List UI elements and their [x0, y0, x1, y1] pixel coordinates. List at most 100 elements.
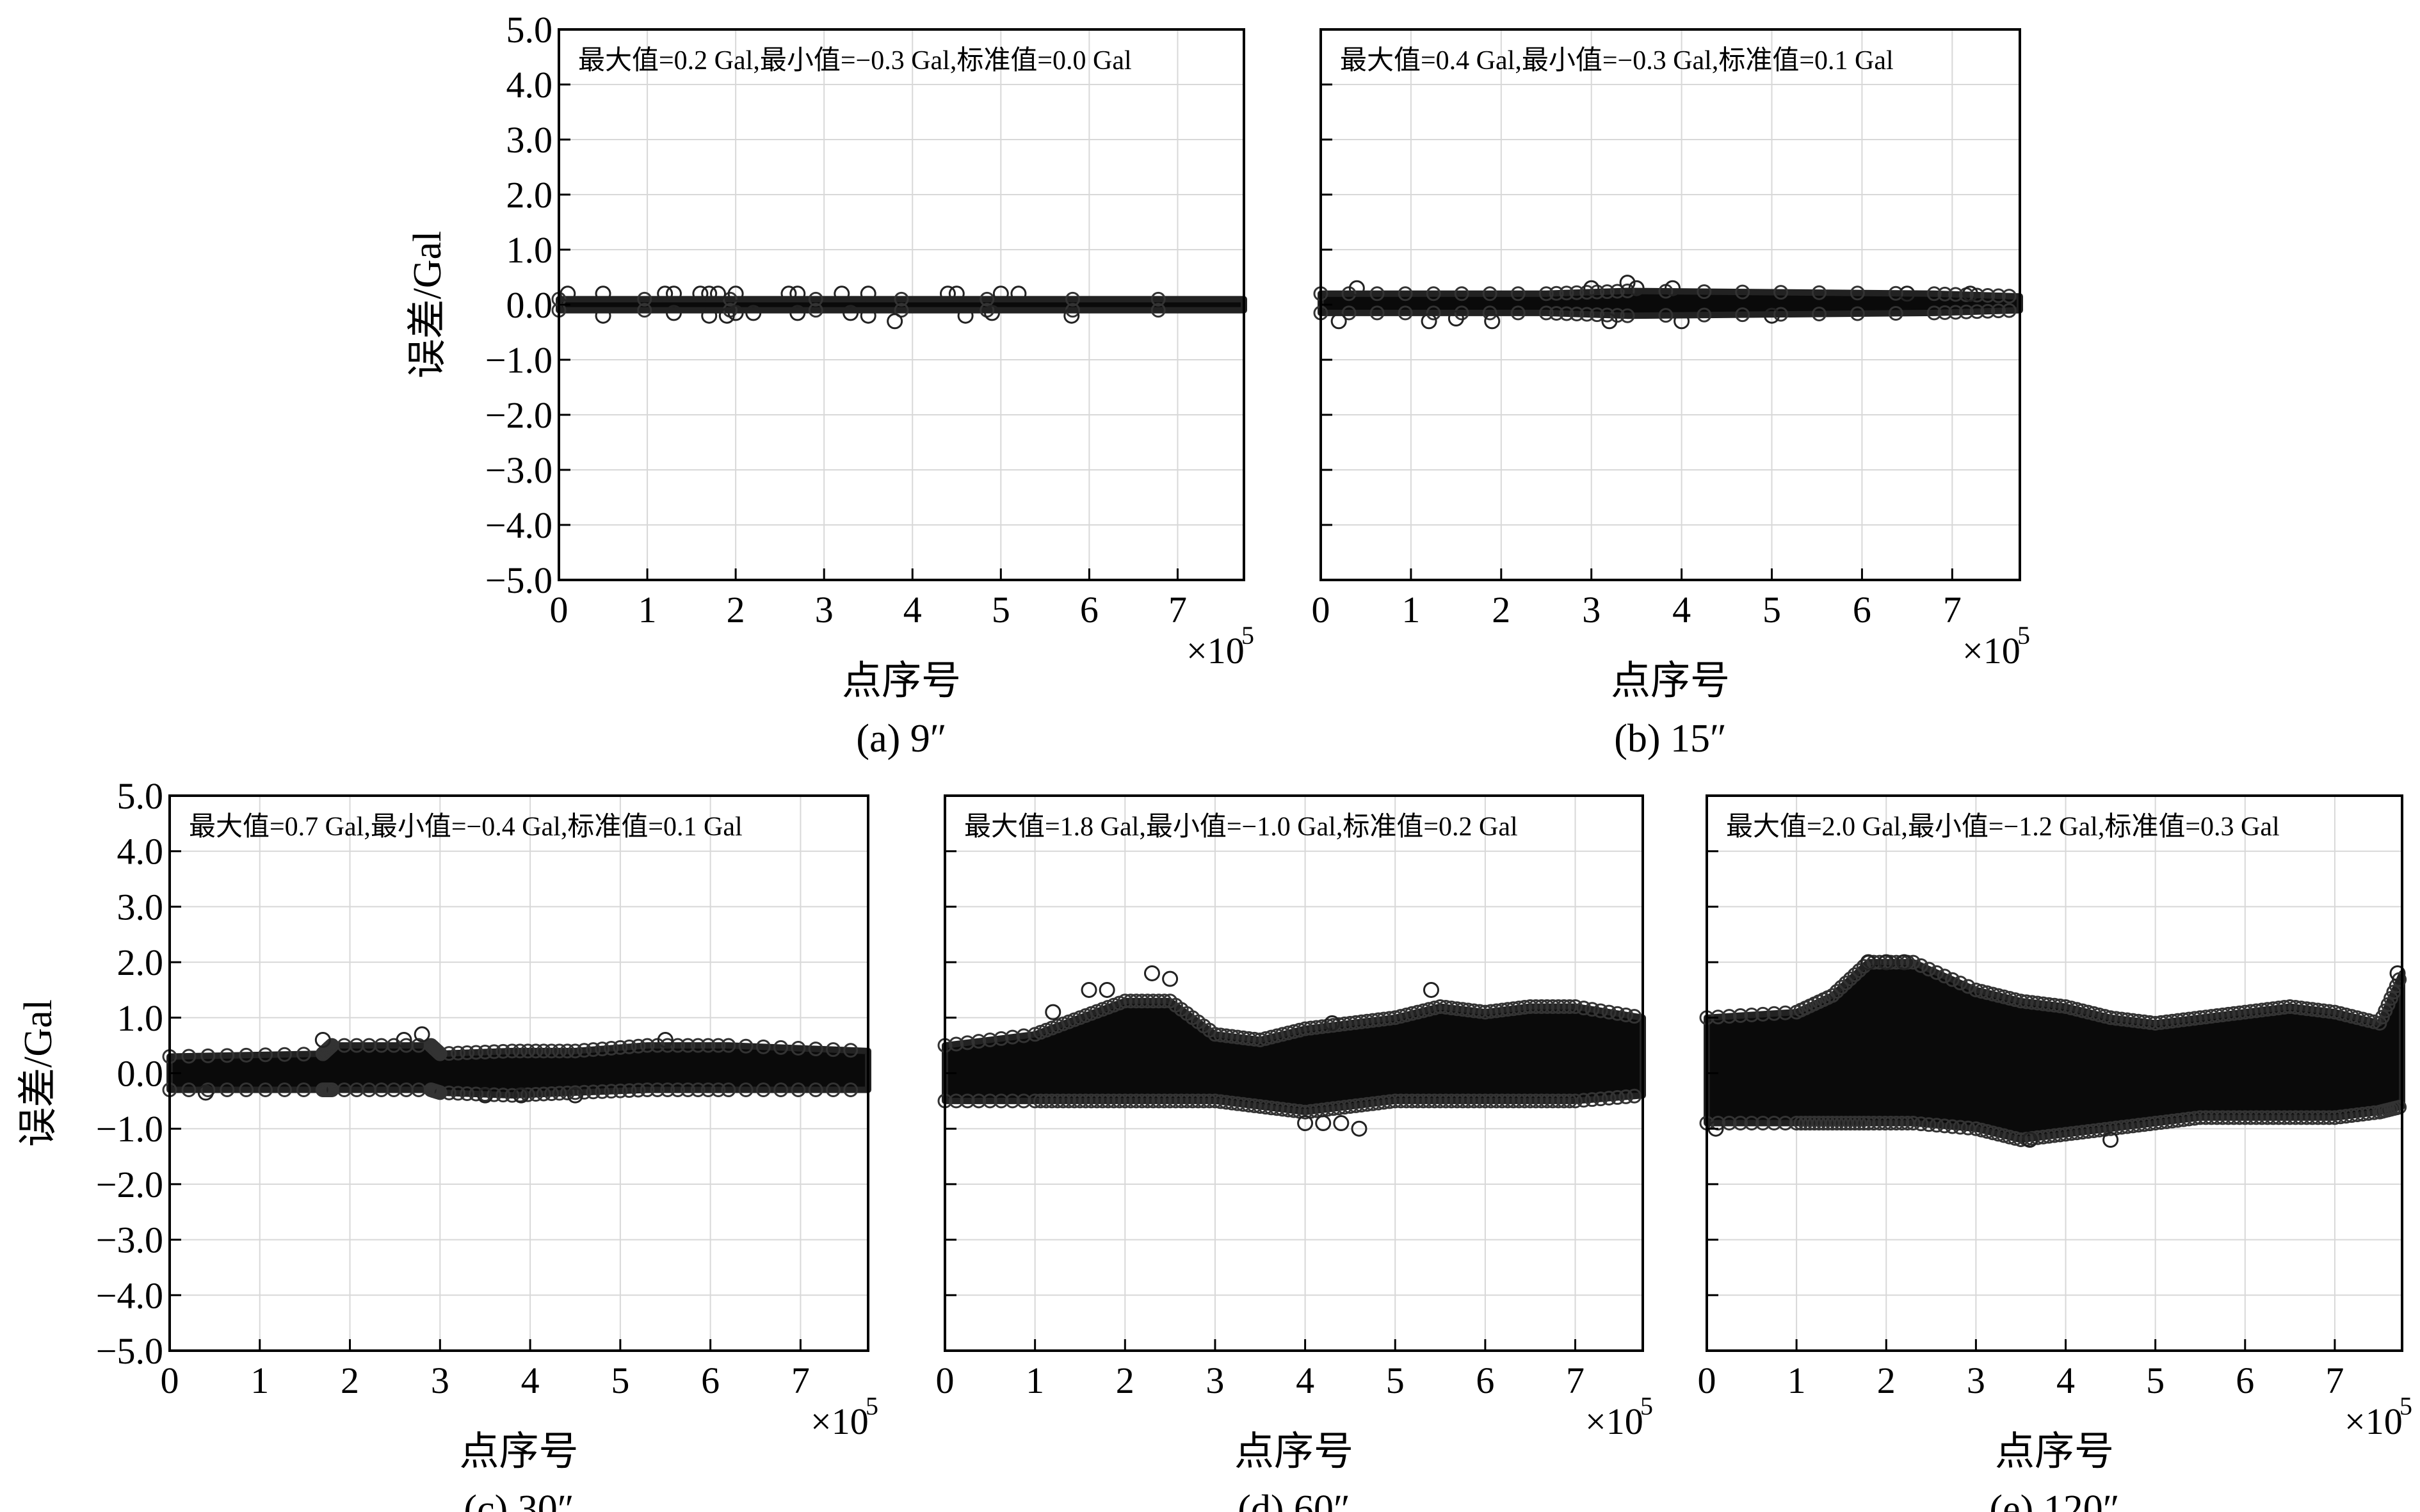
- data-point: [1551, 1093, 1566, 1109]
- data-point: [657, 286, 674, 302]
- data-point: [690, 1038, 706, 1053]
- data-point: [1778, 1005, 1793, 1020]
- data-point: [577, 1084, 592, 1100]
- data-point: [567, 1043, 583, 1059]
- data-point: [2226, 1006, 2241, 1021]
- data-point: [2102, 1132, 2119, 1148]
- data-point: [1958, 304, 1974, 319]
- data-point: [1134, 993, 1150, 1009]
- data-point: [567, 1087, 583, 1104]
- data-point: [1494, 1093, 1510, 1109]
- data-point: [2232, 1005, 2247, 1020]
- data-point: [2277, 1110, 2292, 1125]
- data-point: [773, 1082, 789, 1098]
- data-point: [460, 1086, 475, 1101]
- data-point: [1270, 1101, 1285, 1116]
- data-point: [2081, 1124, 2096, 1139]
- data-point: [960, 1093, 975, 1109]
- data-point: [1945, 972, 1960, 987]
- x-tick-label: 0: [1312, 589, 1330, 631]
- data-point: [1063, 307, 1080, 324]
- data-point: [2165, 1113, 2180, 1129]
- data-point: [1601, 313, 1618, 330]
- data-point: [1953, 1120, 1968, 1135]
- data-point: [1286, 1103, 1302, 1118]
- data-point: [2198, 1009, 2213, 1025]
- x-tick-label: 1: [638, 589, 657, 631]
- y-tick-label: −1.0: [96, 1108, 163, 1150]
- data-point: [1016, 1028, 1031, 1043]
- data-point: [637, 303, 652, 318]
- y-tick-label: −4.0: [485, 504, 553, 546]
- x-tick-label: 7: [791, 1360, 810, 1401]
- data-point: [1438, 1000, 1453, 1015]
- data-point: [1427, 1001, 1442, 1016]
- data-point: [1609, 1006, 1625, 1021]
- data-point: [1444, 1093, 1459, 1109]
- data-point: [971, 1093, 987, 1109]
- data-point: [670, 1082, 686, 1098]
- data-point: [1163, 1093, 1178, 1109]
- data-point: [2305, 1002, 2320, 1017]
- data-point: [1359, 1013, 1375, 1029]
- data-point: [1207, 1027, 1223, 1042]
- data-point: [2311, 1002, 2326, 1018]
- data-point: [1991, 288, 2006, 303]
- data-point: [1583, 280, 1600, 296]
- data-point: [1371, 1095, 1386, 1111]
- data-point: [2001, 303, 2017, 318]
- data-point: [948, 286, 965, 302]
- data-point: [631, 1038, 646, 1054]
- data-point: [622, 1039, 637, 1054]
- data-point: [1056, 1093, 1071, 1109]
- data-point: [711, 1038, 726, 1053]
- data-point: [894, 303, 909, 318]
- data-point: [2126, 1013, 2141, 1028]
- data-point: [2204, 1110, 2219, 1125]
- x-tick-label: 6: [1080, 589, 1099, 631]
- data-point: [1427, 1093, 1442, 1109]
- data-point: [843, 1082, 859, 1098]
- x-tick-label: 3: [1206, 1360, 1224, 1401]
- data-point: [843, 305, 859, 321]
- data-point: [1444, 1001, 1459, 1016]
- x-tick-label: 3: [815, 589, 834, 631]
- x-tick-label: 4: [903, 589, 922, 631]
- data-point: [1579, 285, 1595, 300]
- data-point: [2035, 996, 2051, 1011]
- data-point: [2321, 1110, 2337, 1125]
- panel-caption: (a) 9″: [856, 717, 946, 760]
- data-point: [780, 286, 797, 302]
- data-point: [2254, 1002, 2270, 1018]
- data-point: [560, 1043, 575, 1059]
- data-point: [1320, 1102, 1335, 1117]
- data-point: [680, 1038, 695, 1053]
- data-point: [1382, 1011, 1397, 1026]
- data-point: [2024, 1130, 2040, 1146]
- data-point: [1878, 1116, 1893, 1131]
- x-tick-label: 4: [521, 1360, 540, 1401]
- data-point: [1609, 284, 1625, 299]
- x-tick-label: 0: [1698, 1360, 1716, 1401]
- data-point: [1398, 305, 1413, 321]
- data-point: [1421, 313, 1437, 330]
- data-point: [1534, 999, 1549, 1014]
- data-point: [1309, 1103, 1324, 1118]
- data-point: [1937, 1118, 1952, 1134]
- data-point: [789, 286, 806, 302]
- data-point: [1962, 286, 1979, 302]
- data-point: [2266, 1110, 2281, 1125]
- x-tick-label: 7: [1168, 589, 1187, 631]
- x-tick-label: 0: [161, 1360, 179, 1401]
- data-point: [613, 1083, 628, 1098]
- data-point: [1528, 1093, 1544, 1109]
- x-multiplier-exponent: 5: [1640, 1392, 1653, 1420]
- data-point: [181, 1049, 197, 1064]
- data-point: [1866, 1116, 1882, 1131]
- data-point: [1914, 1116, 1929, 1132]
- data-point: [200, 1082, 216, 1098]
- data-point: [1843, 971, 1858, 986]
- data-point: [1576, 1001, 1592, 1016]
- data-point: [1466, 1003, 1481, 1018]
- data-point: [1811, 307, 1827, 322]
